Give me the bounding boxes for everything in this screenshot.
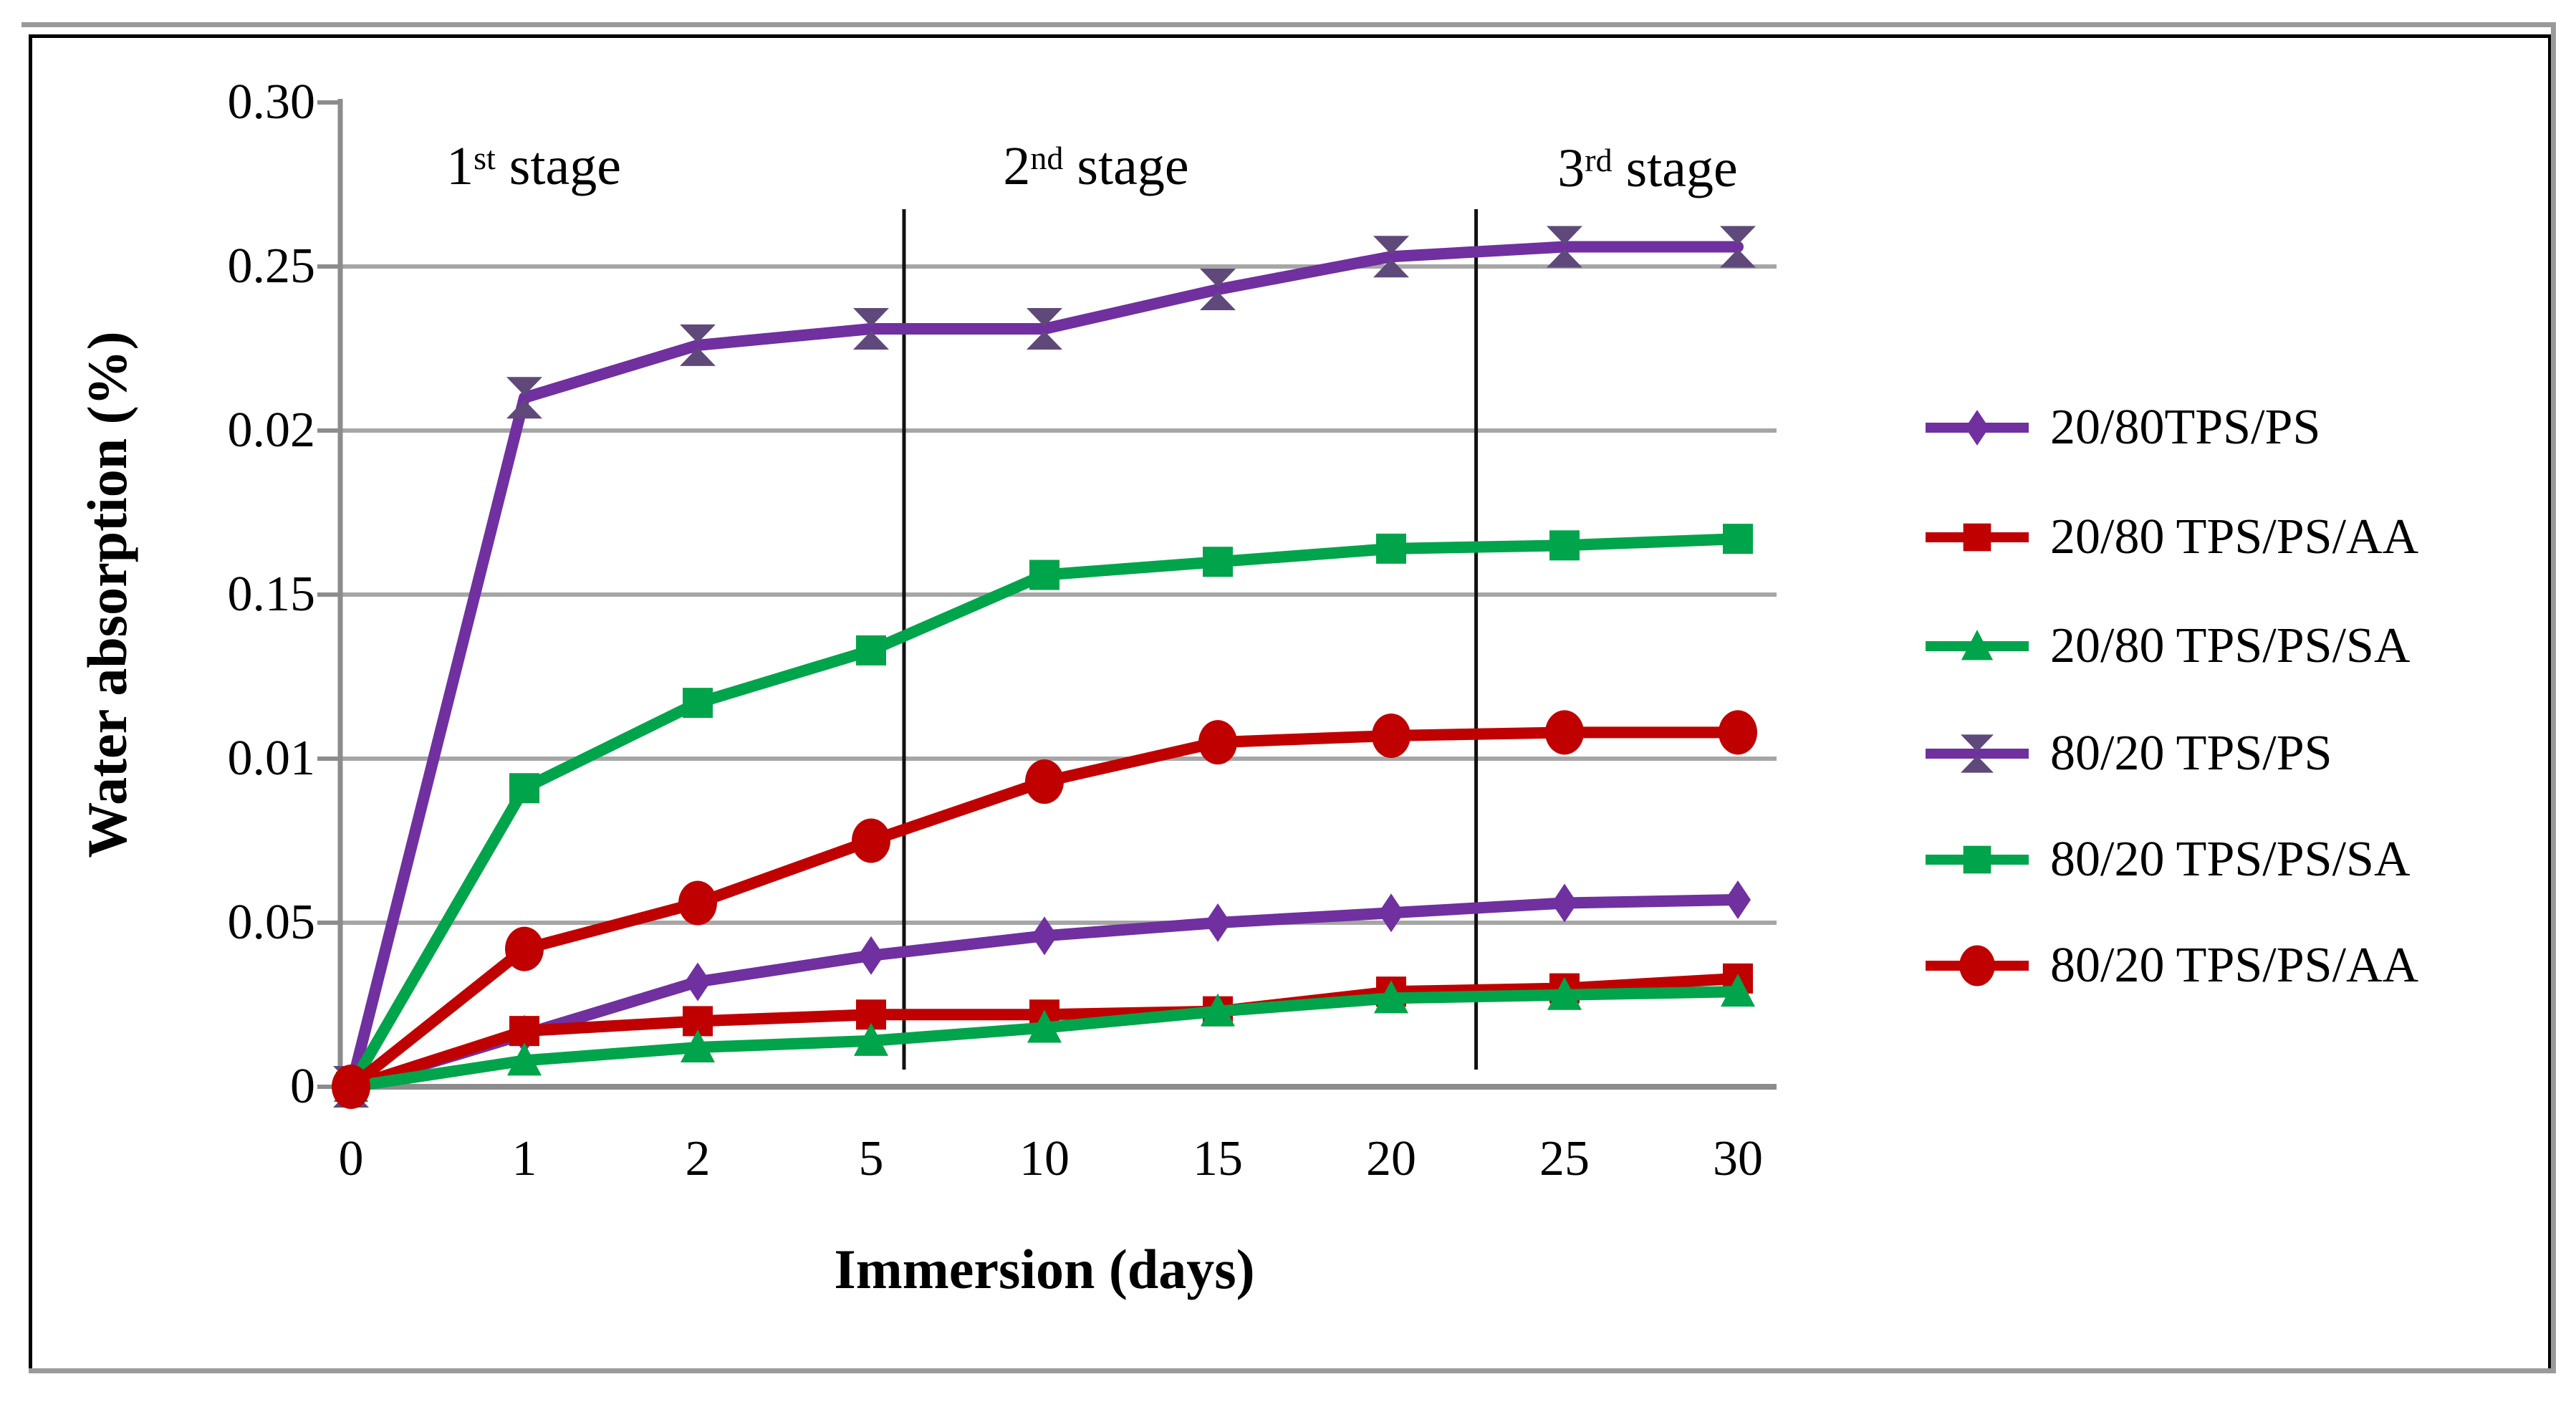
diamond-marker xyxy=(685,962,711,1002)
circle-marker xyxy=(678,880,717,926)
x-marker xyxy=(853,308,889,350)
x-axis-title: Immersion (days) xyxy=(834,1238,1255,1300)
circle-marker xyxy=(1719,710,1757,755)
circle-marker xyxy=(1959,945,1995,986)
circle-marker xyxy=(1545,710,1584,755)
stage-1-superscript: st xyxy=(474,140,496,177)
legend-label: 80/20 TPS/PS/AA xyxy=(2050,938,2419,993)
square-marker xyxy=(1963,845,1991,874)
circle-marker xyxy=(1372,713,1410,758)
diamond-marker xyxy=(1032,916,1057,956)
circle-marker xyxy=(1198,720,1237,765)
triangle-marker xyxy=(1374,980,1408,1014)
x-marker xyxy=(1373,236,1409,278)
square-marker xyxy=(1723,524,1753,554)
square-marker xyxy=(856,635,886,666)
circle-marker xyxy=(852,818,890,863)
frame-right-gray xyxy=(2551,22,2556,1373)
diamond-marker xyxy=(1205,903,1231,942)
y-tick-label: 0.05 xyxy=(227,895,316,950)
triangle-marker xyxy=(1961,630,1994,661)
circle-marker xyxy=(505,926,544,971)
y-tick-label: 0.30 xyxy=(227,75,316,130)
triangle-marker xyxy=(854,1022,888,1056)
figure-border-right xyxy=(2548,34,2551,1368)
x-marker xyxy=(1547,226,1582,268)
square-marker xyxy=(683,688,713,719)
figure-border-top xyxy=(29,34,2551,38)
square-marker xyxy=(1963,523,1991,552)
x-tick-label: 2 xyxy=(685,1131,711,1186)
x-tick-label: 15 xyxy=(1193,1131,1243,1186)
figure-border-left xyxy=(29,34,32,1368)
square-marker xyxy=(509,773,539,804)
x-marker xyxy=(1961,734,1994,773)
legend-label: 20/80 TPS/PS/SA xyxy=(2050,618,2411,673)
x-tick-label: 25 xyxy=(1539,1131,1590,1186)
diamond-marker xyxy=(1965,410,1989,446)
frame-top-gray xyxy=(21,22,2556,27)
x-marker xyxy=(1200,269,1236,311)
legend-label: 20/80TPS/PS xyxy=(2050,400,2321,455)
series-line xyxy=(345,241,1744,1093)
frame-bottom-gray xyxy=(29,1368,2556,1373)
triangle-marker xyxy=(507,1042,542,1076)
x-marker xyxy=(506,377,542,419)
x-tick-label: 10 xyxy=(1019,1131,1070,1186)
x-tick-label: 0 xyxy=(338,1131,364,1186)
triangle-marker xyxy=(1027,1009,1062,1043)
square-marker xyxy=(1549,530,1580,561)
y-tick-label: 0.01 xyxy=(227,731,316,786)
square-marker xyxy=(1203,547,1233,577)
legend-label: 80/20 TPS/PS/SA xyxy=(2050,832,2411,887)
diamond-marker xyxy=(1552,883,1577,923)
y-tick-label: 0 xyxy=(290,1059,315,1114)
x-tick-label: 1 xyxy=(511,1131,537,1186)
x-marker xyxy=(1720,226,1756,268)
stage-label-2: 2nd stage xyxy=(1003,136,1189,196)
stage-label-3: 3rd stage xyxy=(1557,138,1738,198)
triangle-marker xyxy=(1547,976,1582,1010)
triangle-marker xyxy=(1721,974,1755,1007)
triangle-marker xyxy=(1201,993,1235,1027)
y-tick-label: 0.25 xyxy=(227,239,316,294)
triangle-marker xyxy=(681,1029,715,1063)
legend-label: 80/20 TPS/PS xyxy=(2050,726,2332,781)
y-tick-label: 0.15 xyxy=(227,567,316,622)
stage-label-1: 1st stage xyxy=(446,136,621,196)
x-marker xyxy=(680,324,716,366)
circle-marker xyxy=(1025,759,1064,805)
x-tick-label: 30 xyxy=(1713,1131,1763,1186)
x-tick-label: 5 xyxy=(858,1131,884,1186)
diamond-marker xyxy=(858,936,884,975)
stage-3-superscript: rd xyxy=(1585,142,1613,179)
legend-label: 20/80 TPS/PS/AA xyxy=(2050,509,2419,565)
square-marker xyxy=(1376,533,1406,564)
circle-marker xyxy=(332,1065,370,1109)
diamond-marker xyxy=(1378,893,1404,933)
stage-2-superscript: nd xyxy=(1030,140,1064,177)
square-marker xyxy=(1029,560,1059,590)
diamond-marker xyxy=(1725,880,1751,919)
x-tick-label: 20 xyxy=(1366,1131,1416,1186)
x-marker xyxy=(1027,308,1062,350)
square-marker xyxy=(509,1016,539,1047)
y-tick-label: 0.02 xyxy=(227,403,316,458)
